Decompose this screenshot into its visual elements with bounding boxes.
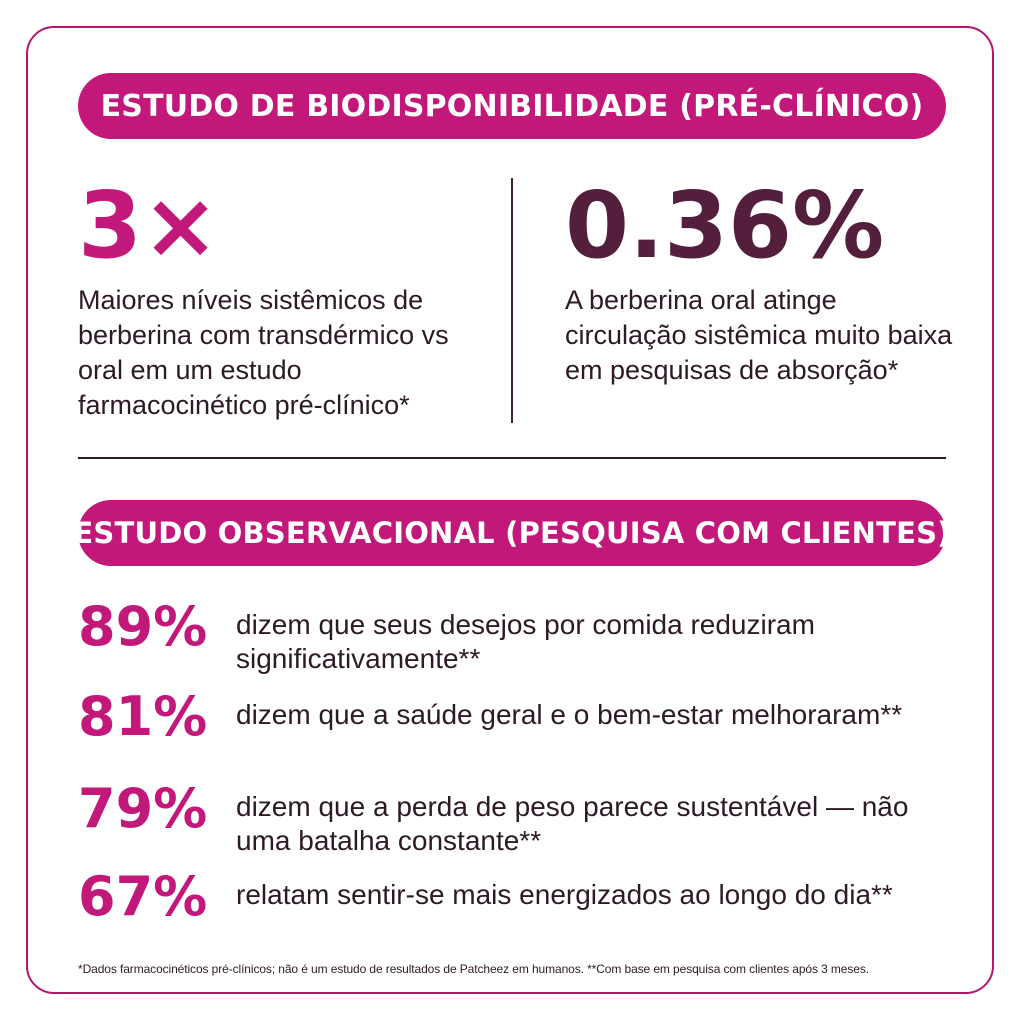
survey-text: dizem que a perda de peso parece sustent… xyxy=(236,791,909,856)
footnote: *Dados farmacocinéticos pré-clínicos; nã… xyxy=(78,962,869,976)
stat-036-value: 0.36% xyxy=(565,172,885,279)
stat-3x-description: Maiores níveis sistêmicos de berberina c… xyxy=(78,285,449,420)
survey-text: dizem que a saúde geral e o bem-estar me… xyxy=(236,699,903,730)
survey-text: dizem que seus desejos por comida reduzi… xyxy=(236,609,815,674)
survey-text: relatam sentir-se mais energizados ao lo… xyxy=(236,879,893,910)
stat-036-description: A berberina oral atinge circulação sistê… xyxy=(565,285,953,385)
survey-percent: 89% xyxy=(78,595,208,658)
horizontal-divider xyxy=(78,457,946,459)
vertical-divider xyxy=(511,178,513,423)
survey-percent: 79% xyxy=(78,777,208,840)
stat-3x-value: 3× xyxy=(78,172,220,279)
bioavailability-section-title: ESTUDO DE BIODISPONIBILIDADE (PRÉ-CLÍNIC… xyxy=(78,73,946,139)
observational-section-title: ESTUDO OBSERVACIONAL (PESQUISA COM CLIEN… xyxy=(73,500,950,566)
survey-percent: 81% xyxy=(78,685,208,748)
survey-percent: 67% xyxy=(78,865,208,928)
